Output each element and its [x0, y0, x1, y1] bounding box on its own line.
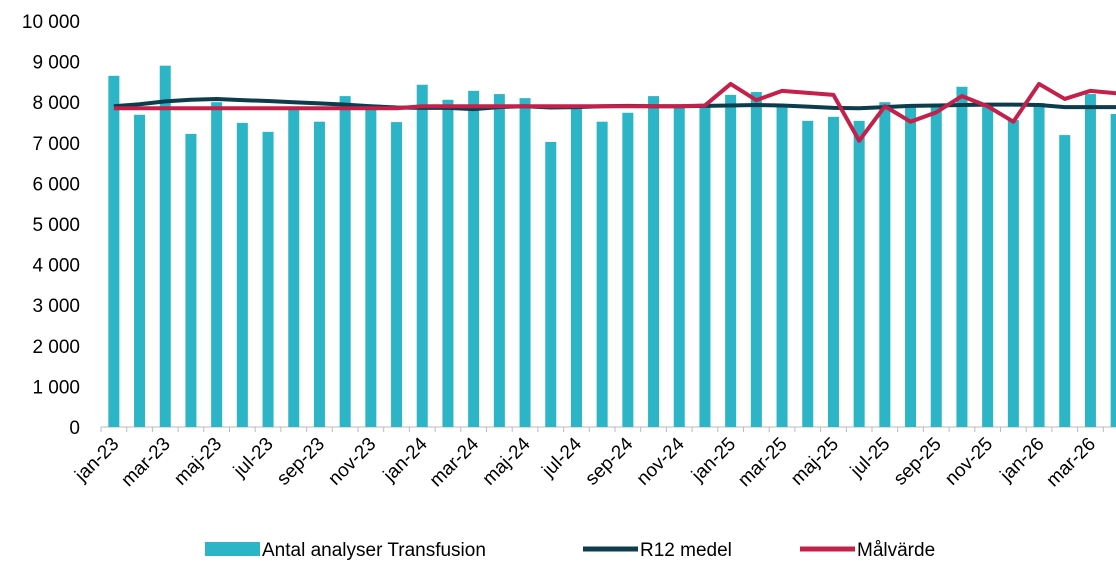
x-tick-label: jan-23	[70, 434, 123, 487]
bar	[339, 96, 351, 428]
bar	[750, 92, 762, 428]
bar	[159, 65, 171, 427]
bar	[211, 102, 223, 427]
bar	[725, 94, 737, 427]
x-tick-label: jan-24	[379, 433, 432, 486]
bar	[853, 120, 865, 427]
x-tick-label: sep-24	[581, 433, 637, 489]
bar	[802, 120, 814, 427]
x-tick-label: jul-25	[846, 434, 894, 482]
bar	[442, 99, 454, 427]
x-tick-label: mar-24	[426, 433, 484, 491]
bar	[468, 90, 480, 427]
bar	[879, 102, 891, 427]
y-tick-label: 10 000	[22, 12, 80, 33]
bar	[134, 114, 146, 427]
legend-swatch	[205, 542, 260, 556]
bar	[185, 133, 197, 428]
y-tick-label: 4 000	[32, 256, 80, 277]
bar	[108, 75, 120, 427]
x-tick-label: jul-24	[538, 433, 587, 482]
bar	[699, 104, 711, 427]
bar	[288, 107, 300, 427]
x-tick-label: jan-25	[687, 434, 740, 487]
x-tick-label: mar-23	[117, 434, 174, 491]
bar	[905, 104, 917, 427]
x-tick-label: maj-24	[479, 433, 535, 489]
bar	[930, 104, 942, 427]
bar	[1033, 103, 1045, 428]
bar	[596, 121, 608, 428]
y-tick-label: 5 000	[32, 215, 80, 236]
x-tick-label: nov-25	[941, 434, 997, 490]
bar	[262, 131, 274, 427]
y-tick-label: 7 000	[32, 134, 80, 155]
x-tick-label: jan-26	[996, 434, 1049, 487]
x-tick-label: maj-23	[170, 434, 226, 490]
y-tick-label: 8 000	[32, 93, 80, 114]
bar	[391, 122, 403, 428]
y-tick-label: 0	[69, 418, 80, 439]
bar	[570, 107, 582, 428]
x-tick-label: maj-25	[787, 434, 843, 490]
bar	[493, 94, 505, 427]
bar	[956, 86, 968, 427]
y-tick-label: 1 000	[32, 377, 80, 398]
y-tick-label: 2 000	[32, 337, 80, 358]
x-tick-label: nov-24	[633, 433, 689, 489]
bar	[1110, 113, 1116, 427]
bar	[545, 141, 557, 427]
bar	[982, 104, 994, 427]
line	[113, 81, 1116, 143]
bar	[622, 112, 634, 428]
bar	[648, 96, 660, 428]
x-tick-label: sep-23	[273, 434, 329, 490]
bar	[519, 98, 531, 427]
x-tick-label: jul-23	[229, 434, 277, 482]
bar	[1007, 120, 1019, 428]
bar	[1059, 135, 1071, 427]
x-tick-label: sep-25	[890, 434, 946, 490]
x-tick-label: mar-26	[1043, 434, 1100, 491]
bar	[827, 116, 839, 427]
legend-label: Målvärde	[857, 540, 935, 561]
y-tick-label: 3 000	[32, 296, 80, 317]
bar	[1084, 94, 1096, 427]
bar	[365, 107, 377, 427]
bar	[416, 84, 428, 427]
legend-label: R12 medel	[640, 540, 732, 561]
x-tick-label: mar-25	[734, 434, 791, 491]
bar	[236, 122, 248, 427]
x-tick-label: nov-23	[324, 434, 380, 490]
bar	[776, 106, 788, 427]
y-tick-label: 9 000	[32, 53, 80, 74]
bar	[673, 106, 685, 427]
y-tick-label: 6 000	[32, 174, 80, 195]
bar	[313, 121, 325, 428]
legend-label: Antal analyser Transfusion	[262, 540, 486, 561]
